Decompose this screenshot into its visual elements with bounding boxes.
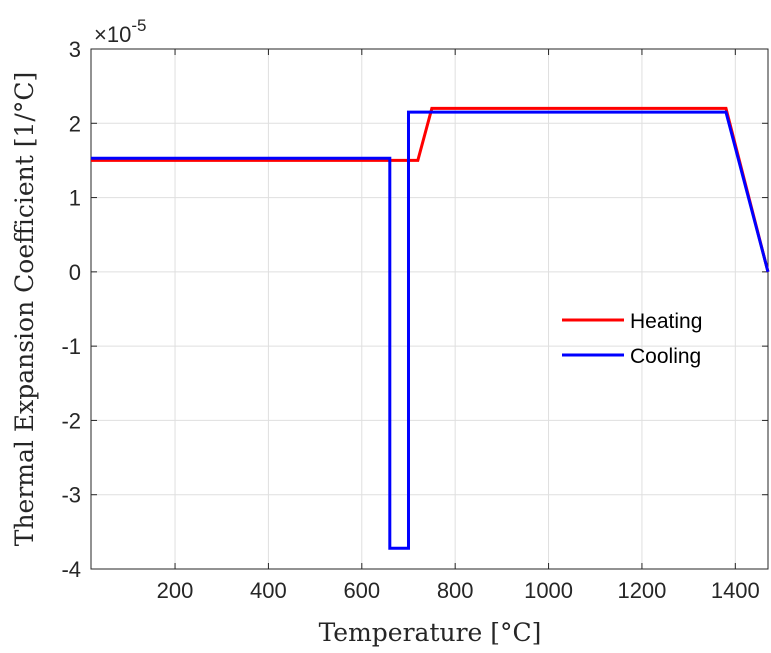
series-line-cooling (91, 110, 770, 550)
y-tick-label: 1 (69, 186, 81, 211)
y-tick-label: -3 (61, 483, 81, 508)
x-tick-label: 400 (250, 578, 287, 603)
x-tick-label: 200 (157, 578, 194, 603)
x-tick-label: 1200 (617, 578, 666, 603)
plot-background (91, 49, 768, 569)
x-tick-label: 600 (343, 578, 380, 603)
y-axis-label: Thermal Expansion Coefficient [1/°C] (10, 72, 39, 546)
series-layer (91, 106, 770, 550)
x-axis-label: Temperature [°C] (319, 618, 542, 647)
y-tick-label: -2 (61, 408, 81, 433)
axis-ticks: 200 400 600 800 1000 1200 1400 -4 -3 -2 -1 0 1 2 3 (61, 37, 768, 603)
grid (91, 48, 768, 570)
y-multiplier-base: ×10 (94, 22, 131, 47)
x-tick-label: 800 (437, 578, 474, 603)
legend-label-cooling: Cooling (630, 345, 701, 368)
y-multiplier: ×10-5 (94, 16, 146, 47)
y-tick-label: -4 (61, 557, 81, 582)
y-tick-label: 2 (69, 111, 81, 136)
y-tick-label: -1 (61, 334, 81, 359)
legend: Heating Cooling (562, 310, 702, 368)
x-tick-label: 1400 (711, 578, 760, 603)
x-tick-label: 1000 (524, 578, 573, 603)
y-tick-label: 0 (69, 260, 81, 285)
plot-frame (90, 48, 769, 570)
y-tick-label: 3 (69, 37, 81, 62)
y-multiplier-exponent: -5 (131, 16, 146, 35)
legend-label-heating: Heating (630, 310, 702, 333)
